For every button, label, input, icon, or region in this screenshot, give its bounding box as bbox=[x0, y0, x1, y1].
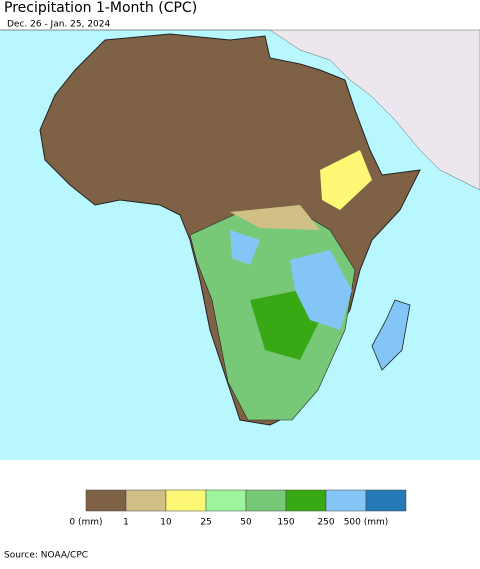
legend-swatch bbox=[165, 489, 207, 512]
legend-swatch bbox=[285, 489, 327, 512]
legend-swatch bbox=[125, 489, 167, 512]
madagascar bbox=[371, 299, 411, 371]
legend-label: 150 bbox=[277, 518, 294, 528]
legend-label: 25 bbox=[200, 518, 211, 528]
subtitle: Dec. 26 - Jan. 25, 2024 bbox=[7, 20, 111, 30]
legend-label: 250 bbox=[317, 518, 334, 528]
legend-swatch bbox=[245, 489, 287, 512]
legend-label: 0 (mm) bbox=[69, 518, 102, 528]
map bbox=[0, 29, 480, 460]
wet-core bbox=[250, 290, 320, 360]
very-wet bbox=[230, 230, 260, 265]
legend-swatch bbox=[205, 489, 247, 512]
title: Precipitation 1-Month (CPC) bbox=[4, 0, 197, 16]
legend-swatch bbox=[85, 489, 127, 512]
very-wet bbox=[290, 250, 352, 330]
legend-swatch bbox=[365, 489, 407, 512]
legend-label: 50 bbox=[240, 518, 252, 528]
light-rain bbox=[230, 205, 320, 230]
legend-swatch bbox=[325, 489, 367, 512]
legend: 0 (mm) 1 10 25 50 150 250 500 (mm) bbox=[69, 489, 407, 528]
light-rain bbox=[320, 150, 372, 210]
legend-label: 10 bbox=[160, 518, 172, 528]
source: Source: NOAA/CPC bbox=[4, 551, 88, 561]
legend-label: 1 bbox=[123, 518, 129, 528]
other-land bbox=[0, 29, 480, 191]
legend-label: 500 (mm) bbox=[344, 518, 389, 528]
